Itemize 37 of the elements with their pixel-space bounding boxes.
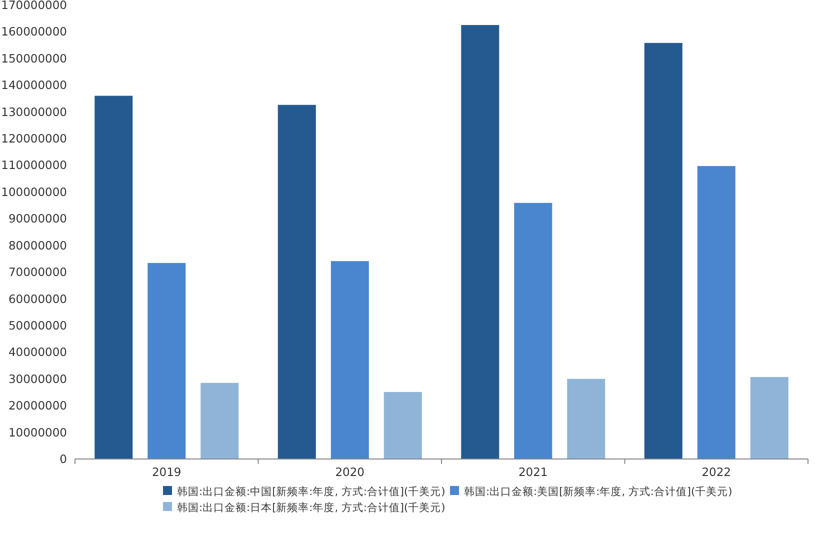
y-tick-label: 70000000 [8, 265, 67, 280]
y-tick-label: 90000000 [8, 212, 67, 226]
bar [148, 262, 186, 459]
bar [697, 166, 736, 459]
y-tick-label: 110000000 [1, 158, 67, 172]
bar [514, 202, 552, 459]
y-tick-label: 120000000 [1, 132, 67, 146]
y-tick-label: 140000000 [1, 78, 67, 92]
bar [567, 378, 606, 459]
x-tick-label: 2021 [518, 465, 548, 479]
y-tick-label: 30000000 [8, 372, 67, 386]
y-tick-label: 20000000 [8, 398, 67, 413]
legend-label: 韩国:出口金额:日本[新频率:年度, 方式:合计值](千美元) [177, 501, 446, 514]
y-tick-label: 0 [60, 452, 67, 466]
bar [750, 377, 788, 459]
y-tick-label: 150000000 [1, 51, 67, 66]
y-tick-label: 80000000 [8, 238, 67, 252]
x-tick-label: 2020 [335, 465, 365, 479]
bar [461, 25, 500, 459]
bar [644, 42, 682, 459]
y-tick-label: 40000000 [8, 345, 67, 360]
x-tick-label: 2019 [152, 465, 182, 479]
y-tick-label: 10000000 [8, 425, 67, 440]
bar [330, 261, 369, 459]
y-tick-label: 130000000 [1, 104, 67, 119]
y-tick-label: 170000000 [1, 0, 67, 12]
bar [200, 382, 239, 459]
bar [94, 96, 133, 459]
x-tick-label: 2022 [702, 465, 732, 479]
legend-label: 韩国:出口金额:美国[新频率:年度, 方式:合计值](千美元) [464, 485, 732, 498]
bar [384, 392, 422, 459]
legend-label: 韩国:出口金额:中国[新频率:年度, 方式:合计值](千美元) [177, 485, 446, 498]
bar [278, 104, 316, 459]
y-tick-label: 100000000 [1, 184, 67, 199]
y-tick-label: 60000000 [8, 292, 67, 306]
y-tick-label: 160000000 [1, 24, 67, 39]
y-tick-label: 50000000 [8, 318, 67, 332]
